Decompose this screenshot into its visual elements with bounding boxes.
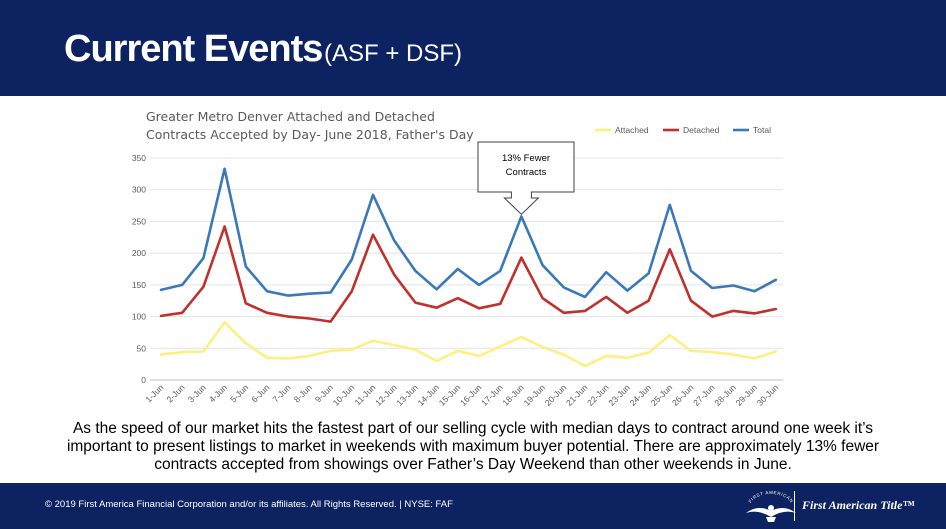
series-line-attached bbox=[159, 321, 778, 368]
x-tick-label: 13-Jun bbox=[394, 382, 420, 408]
y-tick-label: 350 bbox=[132, 153, 146, 163]
footer-bar: © 2019 First America Financial Corporati… bbox=[0, 483, 946, 529]
y-tick-label: 250 bbox=[132, 216, 146, 226]
x-tick-label: 8-Jun bbox=[292, 382, 314, 404]
callout-text-line: Contracts bbox=[506, 167, 547, 178]
x-tick-label: 27-Jun bbox=[691, 382, 717, 408]
x-tick-label: 29-Jun bbox=[734, 382, 760, 408]
y-tick-label: 100 bbox=[132, 312, 146, 322]
legend-label-attached: Attached bbox=[615, 125, 649, 135]
x-tick-label: 12-Jun bbox=[373, 382, 399, 408]
slide-title: Current Events bbox=[64, 28, 323, 70]
y-tick-label: 0 bbox=[141, 375, 146, 385]
chart-gridlines bbox=[150, 157, 783, 381]
chart-legend: Attached Detached Total bbox=[595, 125, 771, 135]
x-tick-label: 25-Jun bbox=[649, 382, 675, 408]
chart-title-group: Greater Metro Denver Attached and Detach… bbox=[146, 109, 474, 142]
header-bar: Current Events (ASF + DSF) bbox=[0, 0, 946, 96]
x-tick-label: 10-Jun bbox=[331, 382, 357, 408]
x-tick-label: 16-Jun bbox=[458, 382, 484, 408]
y-tick-label: 300 bbox=[132, 185, 146, 195]
x-tick-label: 1-Jun bbox=[143, 382, 165, 404]
callout-annotation: 13% Fewer Contracts bbox=[477, 141, 575, 216]
x-tick-label: 26-Jun bbox=[670, 382, 696, 408]
body-paragraph: As the speed of our market hits the fast… bbox=[66, 420, 880, 473]
x-tick-label: 7-Jun bbox=[271, 382, 293, 404]
y-axis-ticks: 0 50 100 150 200 250 300 350 bbox=[132, 153, 146, 385]
x-tick-label: 17-Jun bbox=[479, 382, 505, 408]
x-tick-label: 5-Jun bbox=[228, 382, 250, 404]
y-tick-label: 200 bbox=[132, 248, 146, 258]
eagle-logo-icon: FIRST AMERICAN bbox=[746, 490, 796, 522]
x-tick-label: 3-Jun bbox=[186, 382, 208, 404]
x-tick-label: 4-Jun bbox=[207, 382, 229, 404]
svg-text:FIRST AMERICAN: FIRST AMERICAN bbox=[747, 490, 794, 504]
footer-divider bbox=[794, 491, 795, 521]
x-tick-label: 6-Jun bbox=[249, 382, 271, 404]
chart-title-line: Contracts Accepted by Day- June 2018, Fa… bbox=[146, 127, 474, 142]
x-tick-label: 21-Jun bbox=[564, 382, 590, 408]
legend-label-detached: Detached bbox=[683, 125, 720, 135]
series-line-detached bbox=[159, 225, 778, 323]
x-tick-label: 18-Jun bbox=[500, 382, 526, 408]
copyright-text: © 2019 First America Financial Corporati… bbox=[45, 499, 453, 510]
x-tick-label: 14-Jun bbox=[416, 382, 442, 408]
y-tick-label: 50 bbox=[137, 343, 147, 353]
slide-subtitle: (ASF + DSF) bbox=[324, 40, 463, 67]
x-tick-label: 30-Jun bbox=[755, 382, 781, 408]
legend-label-total: Total bbox=[753, 125, 771, 135]
y-tick-label: 150 bbox=[132, 280, 146, 290]
x-tick-label: 28-Jun bbox=[712, 382, 738, 408]
x-tick-label: 23-Jun bbox=[606, 382, 632, 408]
chart-series bbox=[159, 167, 778, 368]
line-chart: Greater Metro Denver Attached and Detach… bbox=[132, 109, 783, 408]
x-axis-ticks: 1-Jun 2-Jun 3-Jun 4-Jun 5-Jun 6-Jun 7-Jun 8-Jun… bbox=[143, 382, 780, 408]
series-line-total bbox=[159, 167, 778, 299]
callout-text-line: 13% Fewer bbox=[502, 153, 550, 164]
brand-name: First American Title™ bbox=[802, 498, 915, 512]
callout-shape bbox=[477, 141, 575, 216]
x-tick-label: 15-Jun bbox=[437, 382, 463, 408]
x-tick-label: 22-Jun bbox=[585, 382, 611, 408]
logo-arc-text: FIRST AMERICAN bbox=[747, 490, 793, 504]
x-tick-label: 11-Jun bbox=[352, 382, 377, 407]
x-tick-label: 2-Jun bbox=[165, 382, 187, 404]
x-tick-label: 19-Jun bbox=[522, 382, 548, 408]
x-tick-label: 24-Jun bbox=[628, 382, 654, 408]
chart-title-line: Greater Metro Denver Attached and Detach… bbox=[146, 109, 435, 124]
x-tick-label: 20-Jun bbox=[543, 382, 569, 408]
